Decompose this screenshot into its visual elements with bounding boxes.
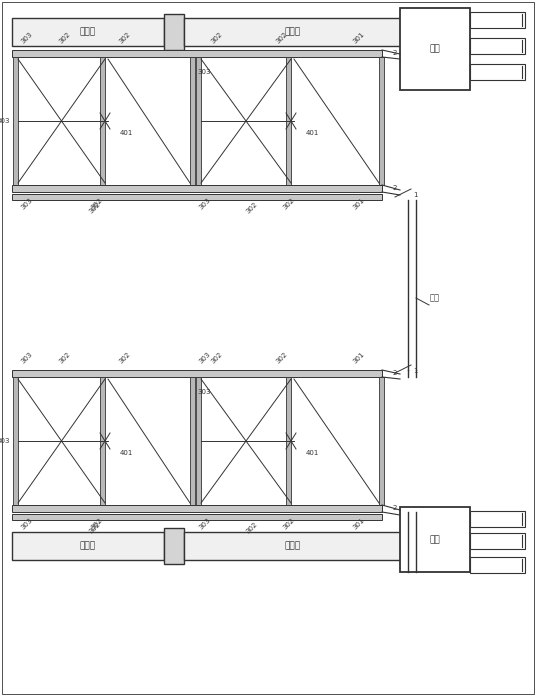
Text: 301: 301: [352, 517, 366, 531]
Text: 2: 2: [393, 505, 397, 511]
Text: 2: 2: [393, 185, 397, 191]
Text: 401: 401: [306, 450, 319, 456]
Text: 303: 303: [0, 438, 10, 444]
Text: 303: 303: [20, 351, 34, 365]
Text: 1: 1: [413, 192, 418, 198]
Text: 302: 302: [275, 31, 289, 45]
Bar: [12, 185, 382, 192]
Bar: [190, 377, 195, 505]
Bar: [470, 64, 525, 80]
Text: 301: 301: [352, 197, 366, 211]
Text: 302: 302: [118, 31, 132, 45]
Bar: [286, 57, 291, 185]
Text: 承台: 承台: [430, 535, 441, 544]
Text: 302: 302: [282, 197, 296, 211]
Text: 断面: 断面: [430, 294, 440, 303]
Text: 2: 2: [393, 50, 397, 56]
Bar: [184, 532, 462, 560]
Text: 303: 303: [198, 517, 212, 531]
Text: 302: 302: [210, 351, 224, 365]
Bar: [12, 194, 382, 200]
Text: 301: 301: [352, 351, 366, 365]
Text: 下纵梁: 下纵梁: [285, 541, 301, 551]
Text: 303: 303: [20, 31, 34, 45]
Bar: [12, 532, 164, 560]
Bar: [100, 57, 105, 185]
Text: 上纵梁: 上纵梁: [80, 541, 96, 551]
Text: 承台: 承台: [430, 45, 441, 54]
Text: 303: 303: [198, 197, 212, 211]
Bar: [379, 377, 384, 505]
Bar: [196, 57, 201, 185]
Bar: [470, 533, 525, 549]
Text: 303: 303: [20, 517, 34, 531]
Text: 401: 401: [120, 130, 133, 136]
Text: 302: 302: [58, 351, 72, 365]
Text: 303: 303: [198, 351, 212, 365]
Text: 302: 302: [88, 201, 102, 215]
Text: 303: 303: [0, 118, 10, 124]
Text: 303: 303: [197, 389, 211, 395]
Text: 302: 302: [275, 351, 289, 365]
Text: 302: 302: [245, 521, 259, 535]
Text: 302: 302: [118, 351, 132, 365]
Bar: [13, 57, 18, 185]
Text: 2: 2: [393, 370, 397, 376]
Text: 301: 301: [352, 31, 366, 45]
Bar: [12, 50, 382, 57]
Text: 302: 302: [245, 201, 259, 215]
Text: 302: 302: [58, 31, 72, 45]
Text: 1: 1: [413, 368, 418, 374]
Bar: [184, 18, 462, 46]
Bar: [164, 14, 184, 50]
Text: 下纵梁: 下纵梁: [285, 28, 301, 36]
Bar: [379, 57, 384, 185]
Text: 上纵梁: 上纵梁: [80, 28, 96, 36]
Text: 401: 401: [306, 130, 319, 136]
Bar: [164, 528, 184, 564]
Bar: [190, 57, 195, 185]
Text: 302: 302: [88, 521, 102, 535]
Bar: [286, 377, 291, 505]
Text: 401: 401: [120, 450, 133, 456]
Bar: [12, 514, 382, 520]
Text: 302: 302: [282, 517, 296, 531]
Text: 302: 302: [210, 31, 224, 45]
Bar: [470, 38, 525, 54]
Text: 303: 303: [20, 197, 34, 211]
Bar: [13, 377, 18, 505]
Bar: [100, 377, 105, 505]
Bar: [12, 370, 382, 377]
Bar: [400, 507, 470, 572]
Bar: [470, 12, 525, 28]
Bar: [12, 505, 382, 512]
Bar: [470, 557, 525, 573]
Text: 302: 302: [90, 517, 103, 531]
Bar: [12, 18, 164, 46]
Bar: [470, 511, 525, 527]
Text: 303: 303: [197, 69, 211, 75]
Text: 302: 302: [90, 197, 103, 211]
Bar: [196, 377, 201, 505]
Bar: [400, 8, 470, 90]
